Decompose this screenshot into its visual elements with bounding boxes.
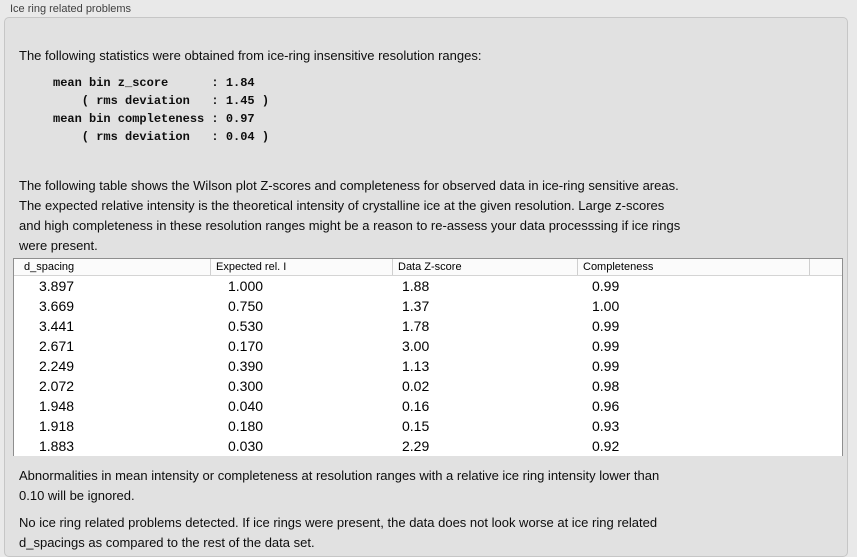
- table-row[interactable]: 1.948 0.040 0.16 0.96: [14, 396, 842, 416]
- table-row[interactable]: 2.671 0.170 3.00 0.99: [14, 336, 842, 356]
- cell-d-spacing: 1.883: [39, 438, 75, 454]
- table-row[interactable]: 3.441 0.530 1.78 0.99: [14, 316, 842, 336]
- cell-expected-rel-i: 0.030: [228, 438, 264, 454]
- stats-block: mean bin z_score : 1.84 ( rms deviation …: [53, 76, 270, 144]
- ice-ring-panel: The following statistics were obtained f…: [4, 17, 848, 557]
- cell-expected-rel-i: 0.040: [228, 398, 264, 414]
- cell-completeness: 0.96: [592, 398, 620, 414]
- cell-data-z-score: 1.88: [402, 278, 430, 294]
- cell-data-z-score: 1.37: [402, 298, 430, 314]
- table-row[interactable]: 3.897 1.000 1.88 0.99: [14, 276, 842, 296]
- cell-completeness: 0.98: [592, 378, 620, 394]
- cell-data-z-score: 0.15: [402, 418, 430, 434]
- cell-d-spacing: 1.948: [39, 398, 75, 414]
- cell-d-spacing: 2.072: [39, 378, 75, 394]
- cell-d-spacing: 2.671: [39, 338, 75, 354]
- cell-expected-rel-i: 0.180: [228, 418, 264, 434]
- cell-d-spacing: 3.897: [39, 278, 75, 294]
- header-cell-completeness[interactable]: Completeness: [577, 259, 809, 275]
- cell-expected-rel-i: 0.530: [228, 318, 264, 334]
- intro-text: The following statistics were obtained f…: [19, 48, 482, 63]
- table-row[interactable]: 1.918 0.180 0.15 0.93: [14, 416, 842, 436]
- ice-ring-table: d_spacing Expected rel. I Data Z-score C…: [13, 258, 843, 456]
- cell-d-spacing: 1.918: [39, 418, 75, 434]
- table-body: 3.897 1.000 1.88 0.99 3.669 0.750 1.37 1…: [14, 276, 842, 456]
- cell-completeness: 1.00: [592, 298, 620, 314]
- header-cell-data-z-score[interactable]: Data Z-score: [392, 259, 577, 275]
- panel-title: Ice ring related problems: [10, 3, 132, 15]
- table-row[interactable]: 2.072 0.300 0.02 0.98: [14, 376, 842, 396]
- header-cell-filler: [809, 259, 842, 275]
- table-row[interactable]: 3.669 0.750 1.37 1.00: [14, 296, 842, 316]
- header-cell-expected-rel-i[interactable]: Expected rel. I: [210, 259, 392, 275]
- cell-expected-rel-i: 0.390: [228, 358, 264, 374]
- cell-data-z-score: 3.00: [402, 338, 430, 354]
- cell-data-z-score: 1.78: [402, 318, 430, 334]
- table-header: d_spacing Expected rel. I Data Z-score C…: [14, 259, 842, 276]
- ignore-note-text: Abnormalities in mean intensity or compl…: [19, 468, 660, 503]
- cell-expected-rel-i: 1.000: [228, 278, 264, 294]
- description-text: The following table shows the Wilson plo…: [19, 178, 681, 253]
- cell-completeness: 0.99: [592, 318, 620, 334]
- cell-d-spacing: 3.669: [39, 298, 75, 314]
- cell-data-z-score: 0.16: [402, 398, 430, 414]
- cell-d-spacing: 2.249: [39, 358, 75, 374]
- cell-data-z-score: 2.29: [402, 438, 430, 454]
- header-cell-d-spacing[interactable]: d_spacing: [24, 261, 75, 273]
- cell-completeness: 0.93: [592, 418, 620, 434]
- cell-data-z-score: 0.02: [402, 378, 430, 394]
- cell-expected-rel-i: 0.170: [228, 338, 264, 354]
- cell-completeness: 0.92: [592, 438, 620, 454]
- table-row[interactable]: 1.883 0.030 2.29 0.92: [14, 436, 842, 456]
- cell-expected-rel-i: 0.750: [228, 298, 264, 314]
- cell-completeness: 0.99: [592, 358, 620, 374]
- cell-d-spacing: 3.441: [39, 318, 75, 334]
- cell-completeness: 0.99: [592, 278, 620, 294]
- cell-completeness: 0.99: [592, 338, 620, 354]
- table-row[interactable]: 2.249 0.390 1.13 0.99: [14, 356, 842, 376]
- conclusion-text: No ice ring related problems detected. I…: [19, 515, 658, 550]
- cell-data-z-score: 1.13: [402, 358, 430, 374]
- cell-expected-rel-i: 0.300: [228, 378, 264, 394]
